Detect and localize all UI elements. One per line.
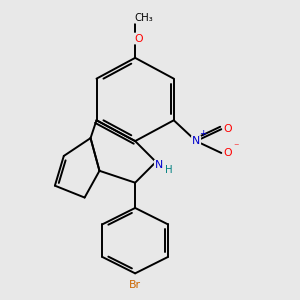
Text: CH₃: CH₃ bbox=[135, 13, 153, 23]
Text: H: H bbox=[165, 165, 172, 175]
Text: N: N bbox=[192, 136, 200, 146]
Text: O: O bbox=[224, 148, 232, 158]
Text: O: O bbox=[134, 34, 143, 44]
Text: O: O bbox=[224, 124, 232, 134]
Text: +: + bbox=[199, 129, 206, 138]
Text: N: N bbox=[155, 160, 163, 170]
Text: Br: Br bbox=[129, 280, 141, 290]
Text: ⁻: ⁻ bbox=[233, 142, 239, 153]
